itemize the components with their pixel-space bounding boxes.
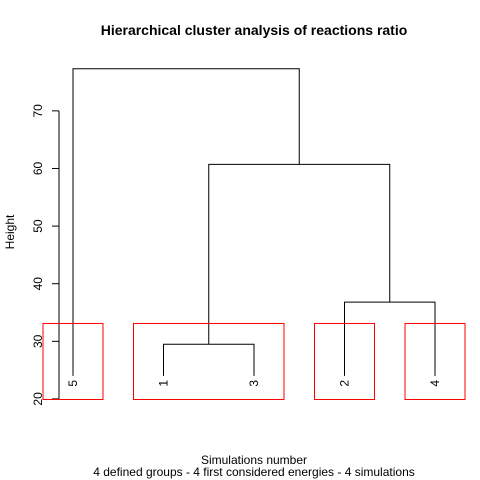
leaf-label: 2 <box>338 380 352 387</box>
cluster-group-box <box>133 322 285 401</box>
leaf-label: 1 <box>157 380 171 387</box>
y-tick-label: 50 <box>31 219 45 233</box>
y-axis: 20 30 40 50 60 70 <box>31 104 60 406</box>
y-axis-title: Height <box>3 214 17 249</box>
x-axis-title: Simulations number <box>201 453 307 467</box>
dendrogram-branch <box>72 68 300 376</box>
y-tick-label: 20 <box>31 392 45 406</box>
dendrogram-tree <box>72 68 436 376</box>
dendrogram-branch <box>208 163 391 345</box>
chart-title: Hierarchical cluster analysis of reactio… <box>101 22 408 38</box>
cluster-group-box <box>404 322 466 401</box>
leaf-label: 3 <box>247 380 261 387</box>
leaf-label: 5 <box>66 380 80 387</box>
cluster-group-box <box>314 322 375 401</box>
leaf-labels: 5 1 3 2 4 <box>66 380 442 387</box>
leaf-label: 4 <box>428 380 442 387</box>
cluster-group-box <box>42 322 104 401</box>
dendrogram-branch <box>344 301 436 376</box>
y-tick-label: 40 <box>31 277 45 291</box>
cluster-group-boxes <box>42 322 466 401</box>
y-tick-label: 60 <box>31 161 45 175</box>
y-tick-label: 30 <box>31 334 45 348</box>
y-tick-label: 70 <box>31 104 45 118</box>
chart-subtitle: 4 defined groups - 4 first considered en… <box>93 465 415 479</box>
dendrogram-branch <box>163 343 255 376</box>
